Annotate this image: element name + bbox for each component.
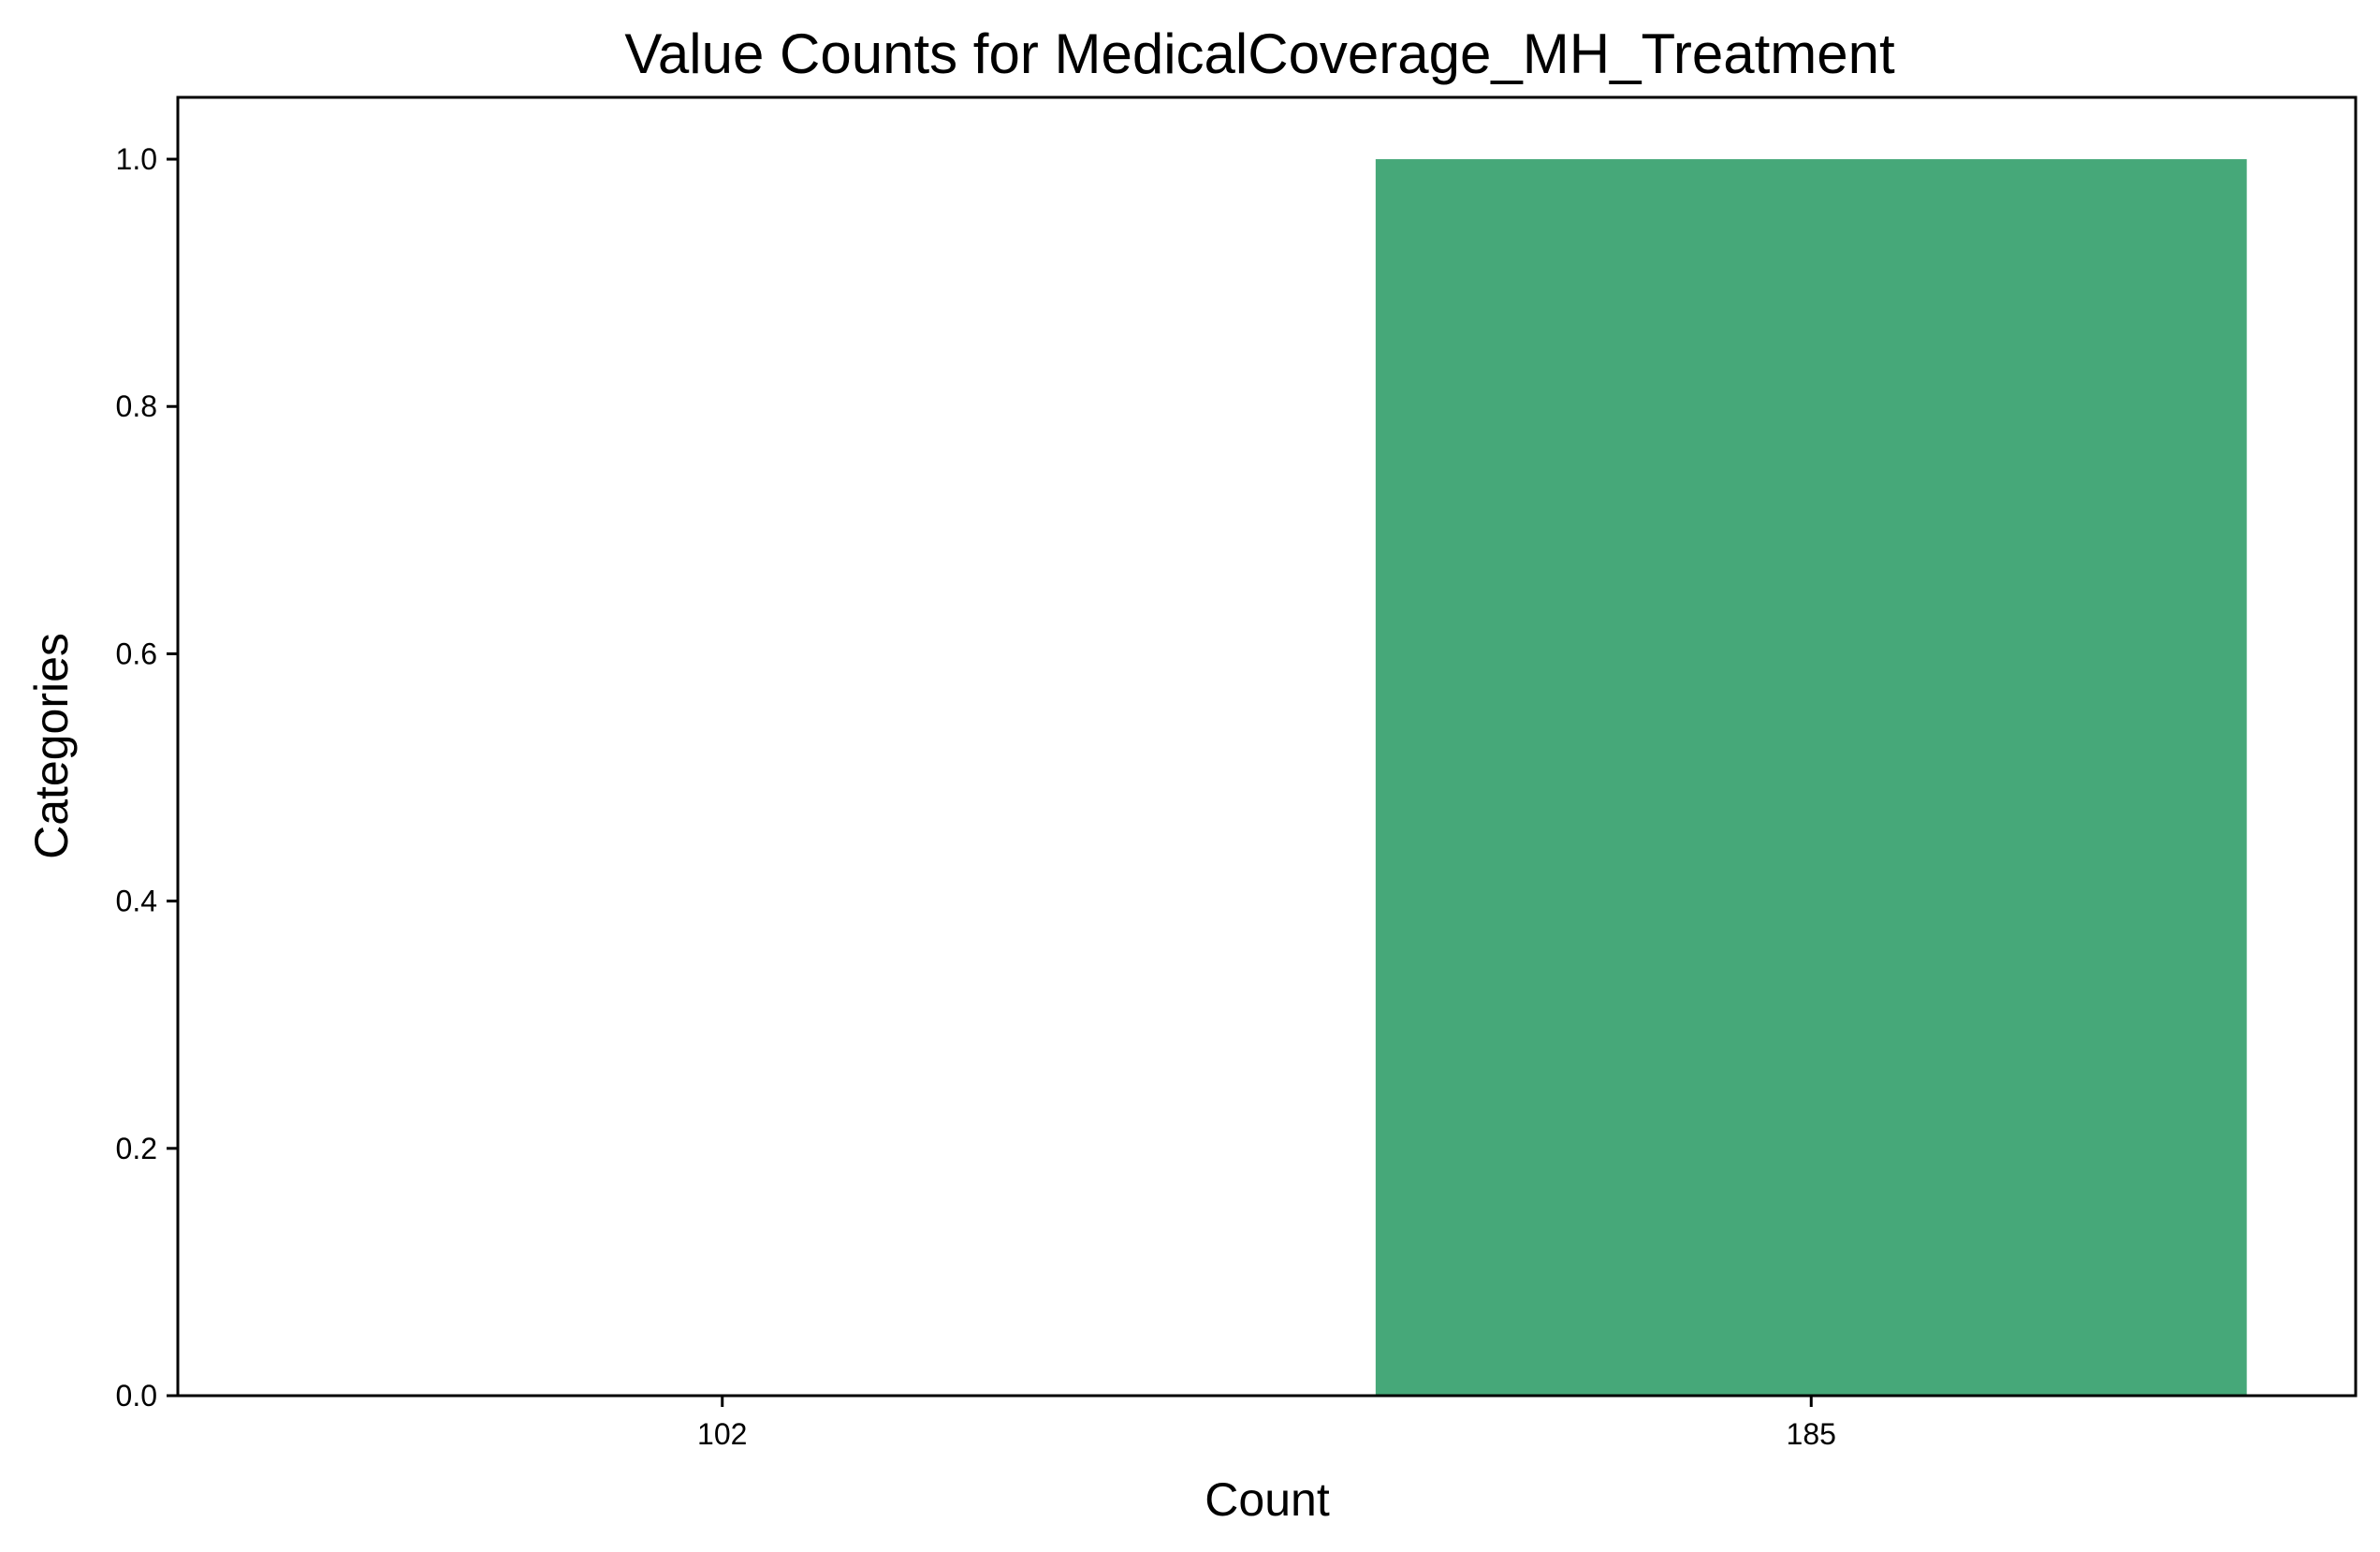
x-axis-label: Count xyxy=(1205,1473,1330,1526)
y-tick-label: 1.0 xyxy=(116,142,157,176)
y-axis-label: Categories xyxy=(25,633,78,859)
x-axis: 102 185 xyxy=(697,1396,1836,1451)
x-tick-label: 185 xyxy=(1787,1417,1836,1451)
y-tick-label: 0.8 xyxy=(116,389,157,423)
y-axis: 0.0 0.2 0.4 0.6 0.8 1.0 xyxy=(116,142,178,1413)
y-tick-label: 0.4 xyxy=(116,885,157,918)
bars-layer xyxy=(1375,159,2247,1397)
x-tick-label: 102 xyxy=(697,1417,747,1451)
y-tick-label: 0.6 xyxy=(116,637,157,670)
chart-title: Value Counts for MedicalCoverage_MH_Trea… xyxy=(624,22,1895,85)
bar-185 xyxy=(1375,159,2247,1397)
y-tick-label: 0.0 xyxy=(116,1379,157,1413)
plot-frame xyxy=(176,95,2358,1398)
y-tick-label: 0.2 xyxy=(116,1132,157,1165)
